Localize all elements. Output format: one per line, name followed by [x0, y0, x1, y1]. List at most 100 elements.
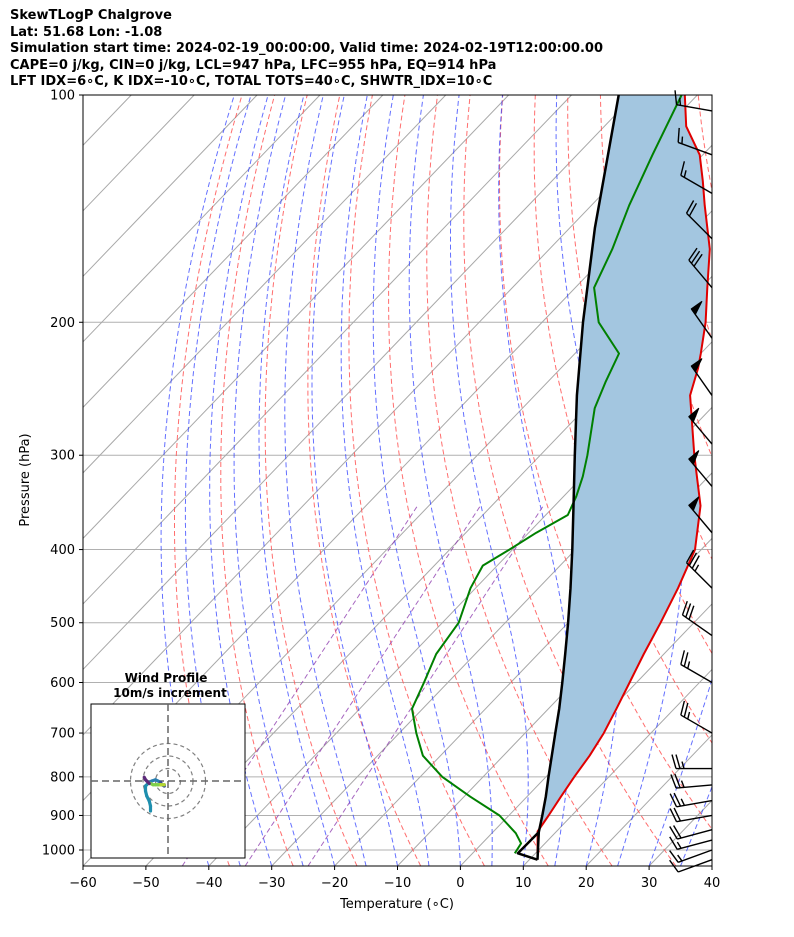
y-tick-label: 100: [50, 89, 75, 104]
y-tick-label: 500: [50, 616, 75, 631]
wind-barb: [688, 247, 713, 289]
moist-adiabat: [498, 95, 572, 866]
parcel-profile: [536, 95, 620, 860]
wind-barb: [674, 90, 713, 112]
chart-header: SkewTLogP Chalgrove Lat: 51.68 Lon: -1.0…: [10, 8, 603, 91]
isotherm: [83, 95, 698, 736]
hodograph-title: Wind Profile: [125, 671, 208, 685]
x-tick-label: 0: [456, 876, 464, 891]
chart-title: SkewTLogP Chalgrove: [10, 8, 172, 23]
dry-adiabat: [731, 95, 794, 866]
dry-adiabat: [533, 95, 712, 744]
isotherm: [0, 95, 5, 866]
y-tick-label: 1000: [42, 844, 75, 859]
moist-adiabat: [233, 95, 304, 866]
dry-adiabat: [307, 95, 422, 866]
wind-barb: [680, 161, 713, 195]
moist-adiabat: [450, 95, 529, 866]
y-tick-label: 700: [50, 727, 75, 742]
x-tick-label: −40: [195, 876, 222, 891]
x-tick-label: −50: [132, 876, 159, 891]
wind-barb: [669, 807, 713, 823]
wind-barb: [677, 127, 713, 156]
moist-adiabat: [184, 95, 252, 866]
moist-adiabat: [648, 677, 712, 866]
wind-barb: [690, 300, 713, 339]
dewpoint-profile: [411, 95, 683, 854]
wind-barb: [685, 549, 713, 589]
dry-adiabat: [697, 95, 712, 194]
moist-adiabat: [311, 95, 398, 866]
y-tick-label: 200: [50, 316, 75, 331]
wind-barb: [688, 496, 713, 534]
axes: −60 −50 −40 −30 −20 −10 0 10 20 30 40 100 200 300 400 5…: [42, 89, 720, 892]
moist-adiabat: [340, 95, 430, 866]
wind-barbs: [669, 90, 713, 873]
wind-barb: [669, 792, 713, 808]
x-tick-label: 40: [704, 876, 721, 891]
y-axis-label: Pressure (hPa): [18, 433, 33, 526]
wind-barb: [671, 754, 712, 770]
wind-barb: [681, 600, 713, 637]
moist-adiabat: [160, 95, 235, 866]
isotherm: [397, 537, 712, 866]
dry-adiabat: [463, 95, 677, 866]
wind-barb: [669, 849, 713, 863]
wind-barb: [688, 450, 713, 487]
isotherm: [0, 95, 68, 866]
moist-adiabat: [408, 95, 493, 866]
dry-adiabat: [426, 95, 613, 866]
moist-adiabat: [284, 95, 367, 866]
moist-adiabat: [680, 785, 712, 866]
x-tick-label: 20: [578, 876, 595, 891]
hodograph-subtitle: 10m/s increment: [113, 686, 227, 700]
x-tick-label: 10: [515, 876, 532, 891]
isotherm: [585, 734, 712, 866]
location-coordinates: Lat: 51.68 Lon: -1.08: [10, 24, 163, 40]
wind-barb: [669, 825, 713, 840]
x-tick-label: −60: [69, 876, 96, 891]
dry-adiabat: [348, 95, 485, 866]
isotherm: [334, 472, 712, 866]
dry-adiabat: [388, 95, 549, 866]
plot-area: [0, 95, 794, 866]
wind-barb: [670, 773, 713, 789]
stability-indices: LFT IDX=6∘C, K IDX=-10∘C, TOTAL TOTS=40∘…: [10, 74, 493, 89]
dry-adiabat: [264, 95, 358, 866]
wind-barb: [669, 859, 713, 873]
simulation-times: Simulation start time: 2024-02-19_00:00:…: [10, 41, 603, 56]
moist-adiabat: [258, 95, 336, 866]
y-tick-label: 900: [50, 809, 75, 824]
moist-adiabat: [372, 95, 461, 866]
isotherm: [83, 95, 384, 409]
isotherm: [711, 865, 712, 866]
wind-barb: [680, 650, 713, 684]
wind-barb: [685, 200, 713, 240]
isotherm: [83, 95, 635, 671]
dry-adiabat: [220, 95, 294, 866]
wind-barb: [669, 836, 713, 851]
moist-adiabat: [209, 95, 273, 866]
isotherm: [271, 406, 712, 866]
y-tick-label: 800: [50, 770, 75, 785]
dry-adiabat: [763, 95, 794, 866]
x-tick-label: −10: [384, 876, 411, 891]
isotherm: [83, 95, 258, 278]
surface-parcel-segment: [516, 831, 540, 861]
isotherm: [83, 95, 572, 605]
x-tick-label: 30: [641, 876, 658, 891]
isotherm: [775, 95, 794, 866]
x-axis-label: Temperature (∘C): [339, 897, 454, 912]
convective-parameters: CAPE=0 j/kg, CIN=0 j/kg, LCL=947 hPa, LF…: [10, 57, 497, 73]
x-tick-label: −30: [258, 876, 285, 891]
hodograph-segment: [142, 775, 148, 782]
wind-barb: [688, 407, 713, 445]
dry-adiabat: [632, 95, 712, 458]
y-tick-label: 400: [50, 543, 75, 558]
cape-shading: [537, 95, 710, 832]
y-tick-label: 600: [50, 676, 75, 691]
isotherm: [83, 95, 510, 540]
wind-barb: [690, 358, 713, 396]
isotherm: [145, 275, 712, 866]
